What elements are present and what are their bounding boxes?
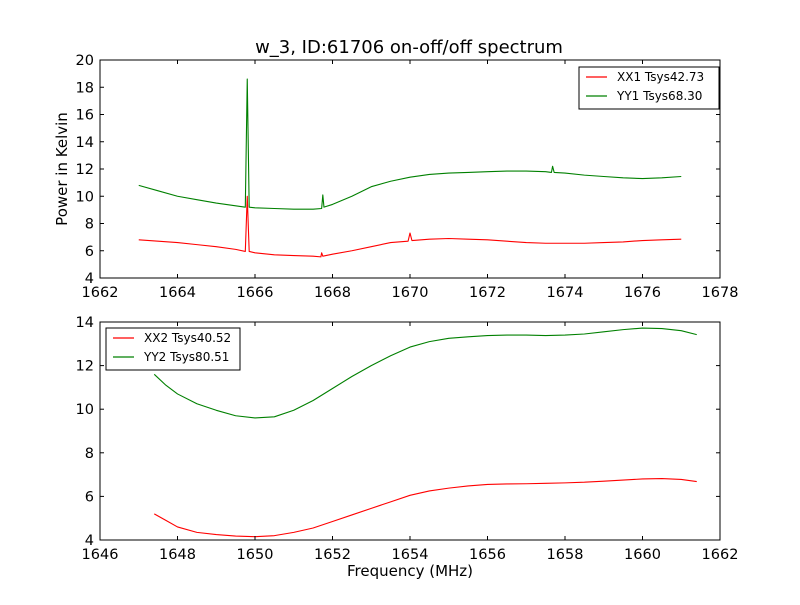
x-tick-label: 1648 <box>159 547 196 563</box>
legend-label: XX2 Tsys40.52 <box>144 331 231 345</box>
x-tick-label: 1646 <box>82 547 119 563</box>
legend-label: YY2 Tsys80.51 <box>143 350 229 364</box>
y-tick-label: 4 <box>85 533 94 549</box>
y-tick-label: 6 <box>85 244 94 260</box>
series-line-red-0 <box>138 195 682 258</box>
x-tick-label: 1670 <box>392 285 429 301</box>
top-panel: 1662 1664 1666 1668 1670 1672 1674 1676 1678 4 6 8 1… <box>53 53 738 301</box>
x-tick-label: 1664 <box>159 285 196 301</box>
series-lines <box>138 78 682 258</box>
legend: XX1 Tsys42.73 YY1 Tsys68.30 <box>578 66 720 110</box>
x-tick-label: 1654 <box>392 547 429 563</box>
x-tick-label: 1652 <box>314 547 351 563</box>
legend-label: XX1 Tsys42.73 <box>617 70 704 84</box>
y-axis-label: Power in Kelvin <box>53 112 71 226</box>
y-tick-label: 6 <box>85 489 94 505</box>
x-tick-label: 1672 <box>469 285 506 301</box>
y-tick-label: 12 <box>76 162 94 178</box>
series-line-red-1 <box>153 477 697 538</box>
x-tick-label: 1676 <box>624 285 661 301</box>
y-tick-label: 10 <box>76 189 94 205</box>
series-lines <box>153 327 697 538</box>
y-tick-label: 20 <box>76 53 94 69</box>
y-tick-label: 8 <box>85 446 94 462</box>
x-tick-label: 1674 <box>547 285 584 301</box>
x-tick-label: 1650 <box>237 547 274 563</box>
x-axis-label: Frequency (MHz) <box>347 562 473 580</box>
y-tick-label: 16 <box>76 108 94 124</box>
x-tick-label: 1656 <box>469 547 506 563</box>
legend: XX2 Tsys40.52 YY2 Tsys80.51 <box>105 327 241 371</box>
series-line-green-0 <box>138 78 682 210</box>
x-tick-label: 1662 <box>702 547 739 563</box>
y-tick-label: 18 <box>76 80 94 96</box>
x-tick-label: 1660 <box>624 547 661 563</box>
x-tick-label: 1658 <box>547 547 584 563</box>
x-tick-label: 1668 <box>314 285 351 301</box>
y-tick-label: 10 <box>76 402 94 418</box>
chart-title: w_3, ID:61706 on-off/off spectrum <box>255 37 563 58</box>
legend-label: YY1 Tsys68.30 <box>616 89 702 103</box>
x-tick-label: 1666 <box>237 285 274 301</box>
legend-box <box>105 327 241 371</box>
bottom-panel: 1646 1648 1650 1652 1654 1656 1658 1660 1662 4 6 8 1… <box>76 315 739 580</box>
series-line-green-1 <box>153 327 697 419</box>
x-tick-label: 1678 <box>702 285 739 301</box>
y-tick-label: 8 <box>85 217 94 233</box>
y-tick-label: 14 <box>76 135 94 151</box>
legend-box <box>578 66 720 110</box>
y-tick-label: 14 <box>76 315 94 331</box>
x-tick-label: 1662 <box>82 285 119 301</box>
y-tick-label: 12 <box>76 359 94 375</box>
y-tick-label: 4 <box>85 271 94 287</box>
